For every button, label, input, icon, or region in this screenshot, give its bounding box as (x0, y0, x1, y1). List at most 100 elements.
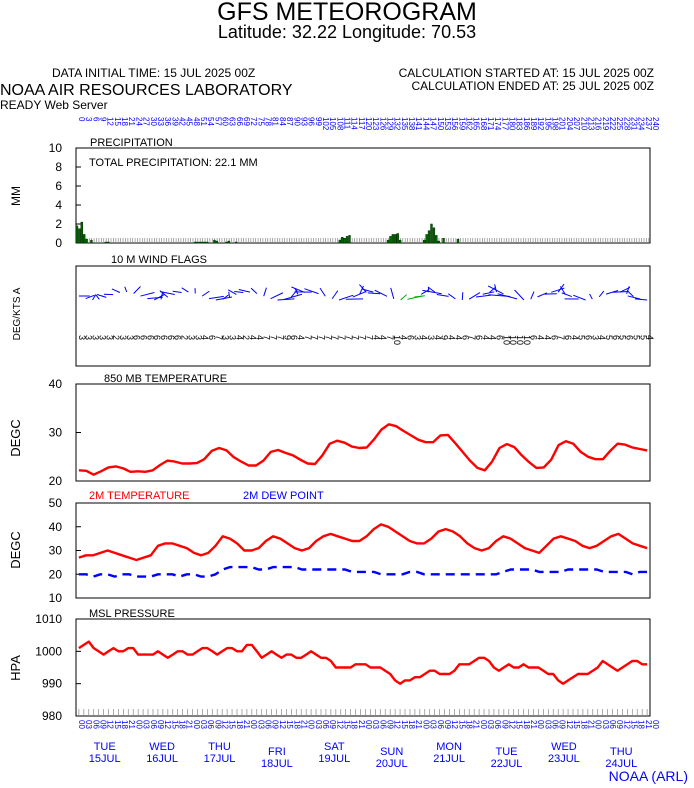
forecast-hour-label: 72 (249, 117, 258, 126)
hour-label: 15 (228, 720, 237, 729)
wind-speed-label: 4 (453, 335, 463, 340)
wind-speed-label: 4 (447, 335, 457, 340)
forecast-hour-label: 69 (242, 117, 251, 126)
wind-flag (172, 290, 182, 293)
wind-speed-label: 4 (255, 335, 265, 340)
wind-flag (85, 294, 95, 300)
forecast-hour-label: 63 (228, 117, 237, 126)
forecast-hour-label: 90 (292, 117, 301, 126)
wind-flag (263, 287, 267, 297)
hour-label: 03 (486, 720, 495, 729)
hour-label: 09 (615, 720, 624, 729)
hour-label: 06 (321, 720, 330, 729)
wind-speed-label: 6 (460, 335, 470, 340)
precip-bar (391, 234, 395, 244)
chart-title: GFS METEOROGRAM (217, 0, 477, 26)
forecast-hour-label: 237 (644, 117, 653, 131)
wind-speed-label: 4 (433, 335, 443, 340)
t2m-legend-temp: 2M TEMPERATURE (89, 490, 189, 502)
hour-label: 12 (335, 720, 344, 729)
precip-bar (432, 227, 436, 244)
precip-bar (82, 234, 86, 244)
hour-label: 18 (579, 720, 588, 729)
wind-speed-label: 4 (200, 335, 210, 340)
wind-speed-label: 3 (125, 335, 135, 340)
t2m-frame (75, 502, 651, 599)
wind-flag (634, 298, 648, 301)
wind-flag (494, 284, 497, 293)
t850-title: 850 MB TEMPERATURE (104, 373, 227, 385)
wind-flag (222, 294, 229, 300)
wind-flag (487, 285, 504, 295)
hour-label: 09 (443, 720, 452, 729)
forecast-hour-label: 87 (285, 117, 294, 126)
hour-label: 03 (256, 720, 265, 729)
forecast-hour-label: 30 (149, 117, 158, 126)
wind-flag (489, 286, 497, 293)
day-name-label: SUN (380, 746, 403, 758)
wind-flag (238, 288, 251, 293)
hour-label: 18 (120, 720, 129, 729)
wind-speed-label: 7 (316, 335, 326, 340)
wind-speed-label: 6 (495, 335, 505, 340)
t850-ytick-label: 20 (49, 474, 63, 488)
wind-flag (626, 286, 630, 295)
forecast-hour-label: 6 (91, 117, 100, 122)
wind-flag (561, 292, 572, 298)
wind-flag (147, 296, 163, 300)
forecast-hour-label: 54 (206, 117, 215, 126)
wind-speed-label: 10 (392, 335, 402, 345)
forecast-hour-label: 78 (264, 117, 273, 126)
hour-label: 15 (400, 720, 409, 729)
wind-speed-label: 6 (207, 335, 217, 340)
wind-flag (92, 294, 96, 301)
precip-bar (203, 241, 206, 244)
forecast-hour-label: 147 (429, 117, 438, 131)
precip-ytick-label: 8 (55, 160, 62, 174)
precip-bar (193, 241, 197, 244)
wind-speed-label: 4 (371, 335, 381, 340)
hour-label: 21 (185, 720, 194, 729)
hour-label: 21 (529, 720, 538, 729)
precip-frame (75, 147, 651, 244)
forecast-hour-label: 216 (594, 117, 603, 131)
wind-flag (95, 294, 100, 300)
t2m-ytick-label: 50 (49, 496, 63, 510)
wind-flag (124, 286, 128, 293)
wind-speed-label: 10 (522, 335, 532, 345)
precip-ytick-label: 6 (55, 179, 62, 193)
precip-bar (225, 241, 228, 244)
hour-label: 15 (285, 720, 294, 729)
server-name: READY Web Server (0, 98, 108, 112)
forecast-hour-label: 3 (84, 117, 93, 122)
wind-flag (133, 286, 141, 294)
hour-label: 03 (314, 720, 323, 729)
precip-bar (341, 237, 344, 244)
hour-label: 06 (91, 720, 100, 729)
precip-bar (104, 241, 108, 244)
wind-flag (111, 288, 121, 293)
hour-label: 15 (342, 720, 351, 729)
hour-label: 15 (515, 720, 524, 729)
precip-bar (78, 228, 81, 244)
precip-bar (437, 240, 440, 244)
forecast-hour-label: 84 (278, 117, 287, 126)
wind-speed-label: 6 (166, 335, 176, 340)
precip-bar (205, 241, 209, 244)
precip-ytick-label: 2 (55, 217, 62, 231)
wind-speed-label: 7 (467, 335, 477, 340)
forecast-hour-label: 198 (551, 117, 560, 131)
wind-flag (331, 290, 339, 300)
hour-label: 15 (170, 720, 179, 729)
forecast-hour-label: 165 (472, 117, 481, 131)
precip-bar (396, 233, 399, 244)
hour-label: 03 (543, 720, 552, 729)
wind-speed-label: 5 (618, 335, 628, 340)
pres-frame (75, 618, 651, 717)
hour-label: 12 (508, 720, 517, 729)
forecast-hour-label: 0 (77, 117, 86, 122)
forecast-hour-label: 15 (113, 117, 122, 126)
wind-speed-label: 3 (77, 335, 87, 340)
wind-speed-label: 2 (241, 335, 251, 340)
